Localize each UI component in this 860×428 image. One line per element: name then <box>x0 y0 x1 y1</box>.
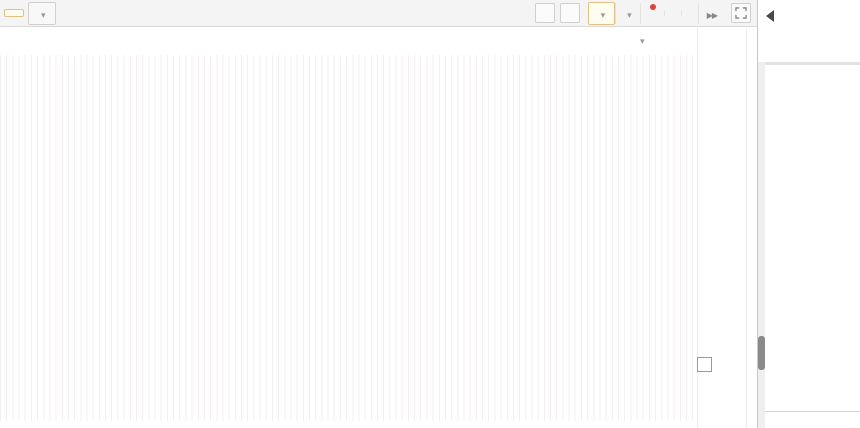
divider <box>758 64 860 65</box>
double-arrow-icon: ▶▶ <box>706 10 718 20</box>
quote-panel <box>757 0 860 428</box>
divider <box>758 63 860 64</box>
axis-right-border <box>746 28 747 428</box>
notification-dot-icon <box>649 3 656 10</box>
more-periods-dropdown[interactable] <box>28 1 56 25</box>
fullscreen-button[interactable] <box>731 3 751 23</box>
quote-rows <box>758 62 860 65</box>
panel-scrollbar-thumb[interactable] <box>758 336 765 370</box>
zoom-out-button[interactable] <box>559 3 580 23</box>
toolbar-right-group: ▶▶ <box>530 1 757 25</box>
quote-footer <box>758 411 860 428</box>
hide-button[interactable]: ▶▶ <box>697 2 725 24</box>
chart-grid-texture <box>0 55 697 421</box>
zoom-in-button[interactable] <box>534 3 555 23</box>
close-indicator-button[interactable] <box>697 357 712 372</box>
draw-line-button[interactable] <box>663 10 681 16</box>
volume-pane-links <box>430 357 712 372</box>
collapse-panel-icon[interactable] <box>766 9 774 22</box>
chart-toolbar: ▶▶ <box>0 0 757 27</box>
adjust-price-dropdown[interactable] <box>587 1 616 25</box>
panel-scrollbar-track[interactable] <box>758 62 765 428</box>
axis-separator <box>697 28 698 428</box>
quote-panel-title <box>758 6 860 26</box>
overlay-dropdown[interactable] <box>615 2 640 24</box>
chips-button[interactable] <box>639 2 664 24</box>
simple-mode-button[interactable] <box>680 10 698 16</box>
tab-monthly[interactable] <box>4 9 24 17</box>
fullscreen-icon <box>735 7 747 19</box>
